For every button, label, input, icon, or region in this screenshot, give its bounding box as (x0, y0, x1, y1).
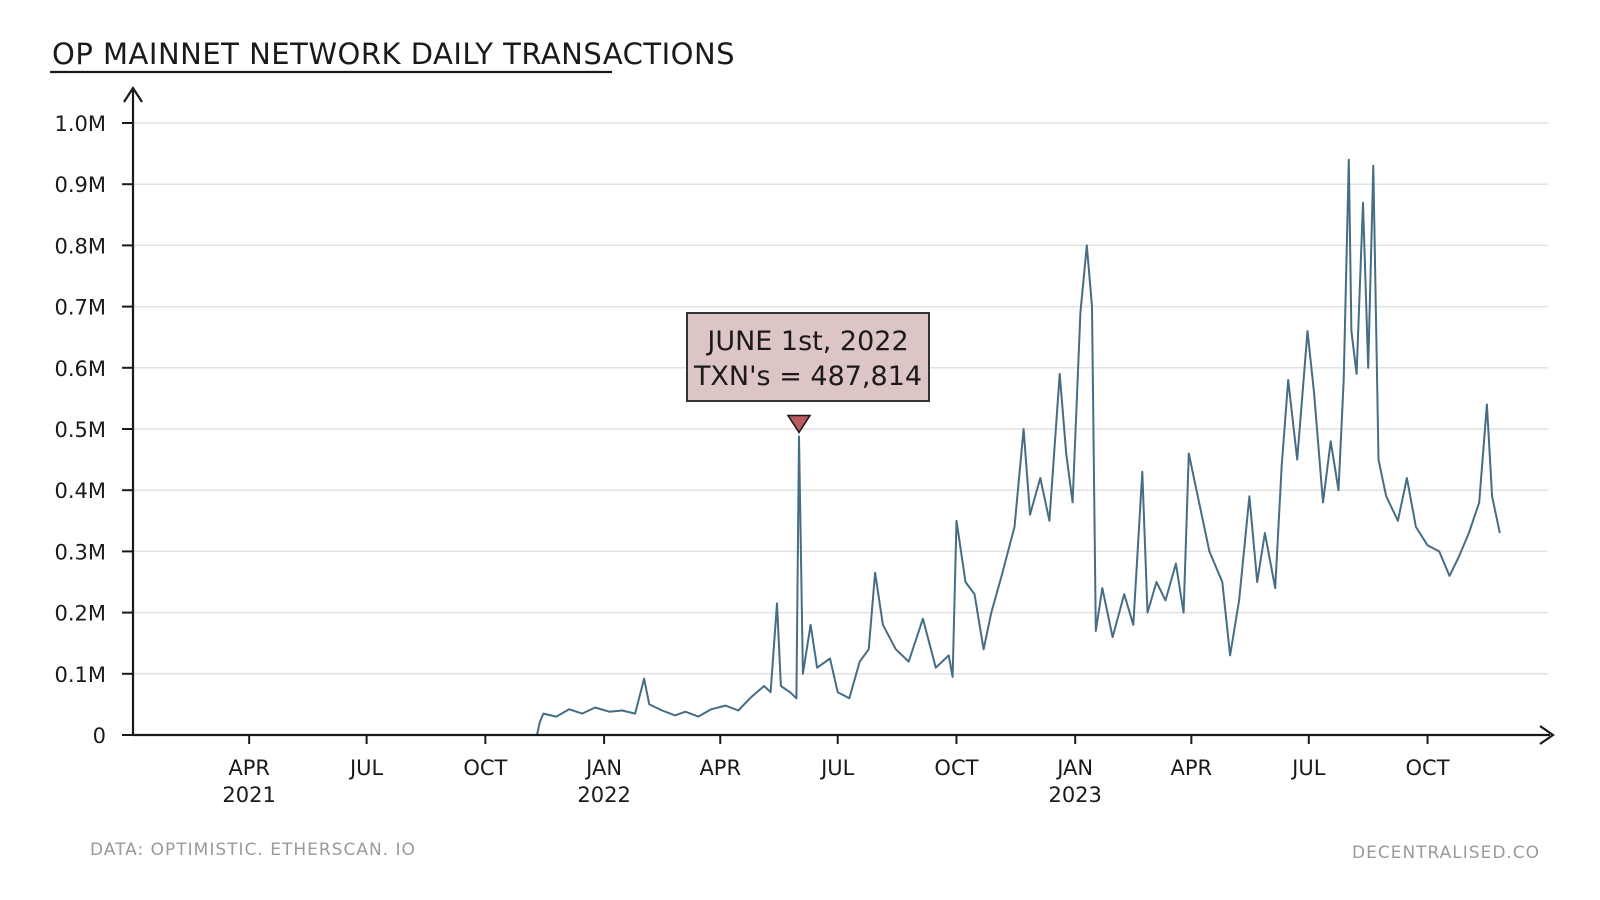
x-tick-label: OCT (1406, 756, 1450, 780)
x-tick-label: JUL (819, 756, 855, 780)
x-tick-year: 2023 (1048, 783, 1101, 807)
y-tick-label: 0.3M (54, 540, 106, 564)
annotation-date: JUNE 1st, 2022 (705, 326, 908, 357)
annotation-marker-icon (786, 414, 812, 434)
y-tick-label: 0.9M (54, 173, 106, 197)
series-line-daily-transactions (133, 158, 1501, 736)
annotation-callout: JUNE 1st, 2022 TXN's = 487,814 (686, 312, 930, 434)
y-tick-label: 0.8M (54, 234, 106, 258)
x-tick-label: JAN (584, 756, 622, 780)
x-tick-year: 2022 (577, 783, 630, 807)
x-tick-label: APR (228, 756, 270, 780)
y-axis-arrow-icon (123, 85, 143, 103)
x-tick-label: OCT (934, 756, 978, 780)
x-tick-label: JUL (1290, 756, 1326, 780)
y-tick-label: 0.5M (54, 418, 106, 442)
x-tick-label: JAN (1055, 756, 1093, 780)
annotation-box (686, 312, 930, 402)
annotation-value: TXN's = 487,814 (693, 361, 922, 392)
y-tick-label: 0.6M (54, 357, 106, 381)
y-axis-ticks: 0 0.1M 0.2M 0.3M 0.4M 0.5M 0.6M 0.7M 0.8M 0.9M 1.0… (54, 112, 133, 748)
x-tick-label: APR (1171, 756, 1213, 780)
x-axis-ticks: APR 2021 JUL OCT JAN 2022 APR JUL OCT JAN 2023 APR J… (222, 735, 1450, 807)
y-tick-label: 0.7M (54, 296, 106, 320)
data-source: DATA: OPTIMISTIC. ETHERSCAN. IO (90, 840, 416, 860)
x-tick-label: OCT (463, 756, 507, 780)
x-tick-label: APR (699, 756, 741, 780)
y-tick-label: 0 (93, 724, 106, 748)
y-tick-label: 0.1M (54, 663, 106, 687)
x-tick-label: JUL (348, 756, 384, 780)
y-tick-label: 0.2M (54, 602, 106, 626)
x-axis-arrow-icon (1539, 725, 1555, 745)
y-tick-label: 1.0M (54, 112, 106, 136)
x-tick-year: 2021 (222, 783, 275, 807)
chart-title: OP MAINNET NETWORK DAILY TRANSACTIONS (52, 37, 735, 71)
gridlines (133, 122, 1548, 675)
brand-credit: DECENTRALISED.CO (1352, 843, 1540, 863)
y-tick-label: 0.4M (54, 479, 106, 503)
